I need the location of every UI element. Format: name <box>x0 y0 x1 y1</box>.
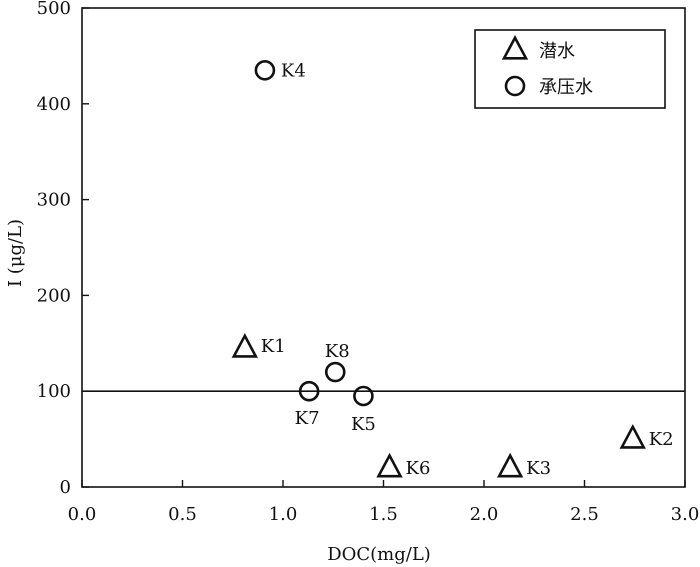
x-axis-title: DOC(mg/L) <box>327 544 431 565</box>
data-points: K1 K2 K3 K6 K4 K5 K7 K8 <box>231 59 674 479</box>
y-tick-label: 100 <box>37 381 71 402</box>
legend-box <box>474 29 666 109</box>
triangle-marker-k2 <box>619 424 646 449</box>
axis-ticks: 0.0 0.5 1.0 1.5 2.0 2.5 3.0 0 100 200 300 400 500 <box>37 0 700 525</box>
circle-marker-k5 <box>353 385 374 407</box>
x-tick-label: 0.5 <box>168 504 197 525</box>
circle-marker-k4 <box>254 59 276 81</box>
y-tick-label: 0 <box>60 477 71 498</box>
legend-circle-icon <box>504 75 526 97</box>
point-label-k5: K5 <box>351 414 376 435</box>
x-tick-label: 3.0 <box>671 504 700 525</box>
legend-label-1: 潜水 <box>539 41 575 62</box>
circle-marker-k8 <box>324 361 346 383</box>
y-axis-title: I (μg/L) <box>5 219 26 287</box>
point-label-k1: K1 <box>261 336 286 357</box>
y-tick-label: 500 <box>37 0 71 19</box>
x-tick-label: 2.5 <box>570 504 599 525</box>
triangle-marker-k1 <box>231 333 258 358</box>
legend-label-2: 承压水 <box>539 77 593 98</box>
x-tick-label: 1.0 <box>269 504 298 525</box>
point-label-k6: K6 <box>406 458 431 479</box>
point-label-k8: K8 <box>325 341 350 362</box>
point-label-k2: K2 <box>649 429 674 450</box>
point-label-k4: K4 <box>281 60 306 81</box>
x-tick-label: 2.0 <box>470 504 499 525</box>
x-tick-label: 1.5 <box>369 504 398 525</box>
point-label-k7: K7 <box>295 408 320 429</box>
legend-triangle-icon <box>501 34 529 60</box>
circle-marker-k7 <box>298 380 320 402</box>
y-tick-label: 200 <box>37 285 71 306</box>
triangle-marker-k6 <box>376 452 403 478</box>
y-tick-label: 300 <box>37 190 71 211</box>
y-tick-label: 400 <box>37 94 71 115</box>
x-tick-label: 0.0 <box>68 504 97 525</box>
triangle-marker-k3 <box>496 452 524 478</box>
point-label-k3: K3 <box>526 458 551 479</box>
